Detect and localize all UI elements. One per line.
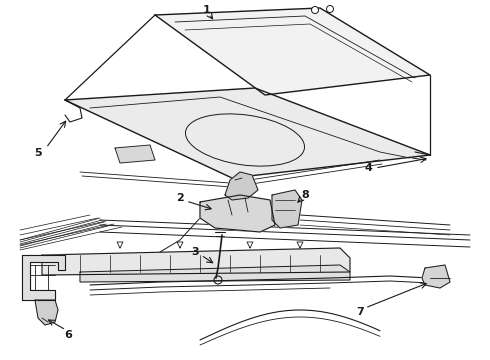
Text: 7: 7 (356, 307, 364, 317)
Polygon shape (65, 88, 430, 178)
Text: 3: 3 (191, 247, 199, 257)
Circle shape (312, 6, 318, 13)
Polygon shape (80, 265, 350, 282)
Polygon shape (42, 248, 350, 275)
Polygon shape (272, 190, 302, 228)
Text: 4: 4 (364, 163, 372, 173)
Text: 2: 2 (176, 193, 184, 203)
Polygon shape (200, 195, 275, 232)
Circle shape (326, 5, 334, 13)
Polygon shape (22, 255, 65, 300)
Polygon shape (225, 172, 258, 200)
Text: 1: 1 (203, 5, 211, 15)
Text: 6: 6 (64, 330, 72, 340)
Polygon shape (115, 145, 155, 163)
Text: 5: 5 (34, 148, 42, 158)
Polygon shape (35, 300, 58, 325)
Polygon shape (422, 265, 450, 288)
Text: 8: 8 (301, 190, 309, 200)
Polygon shape (155, 8, 430, 95)
